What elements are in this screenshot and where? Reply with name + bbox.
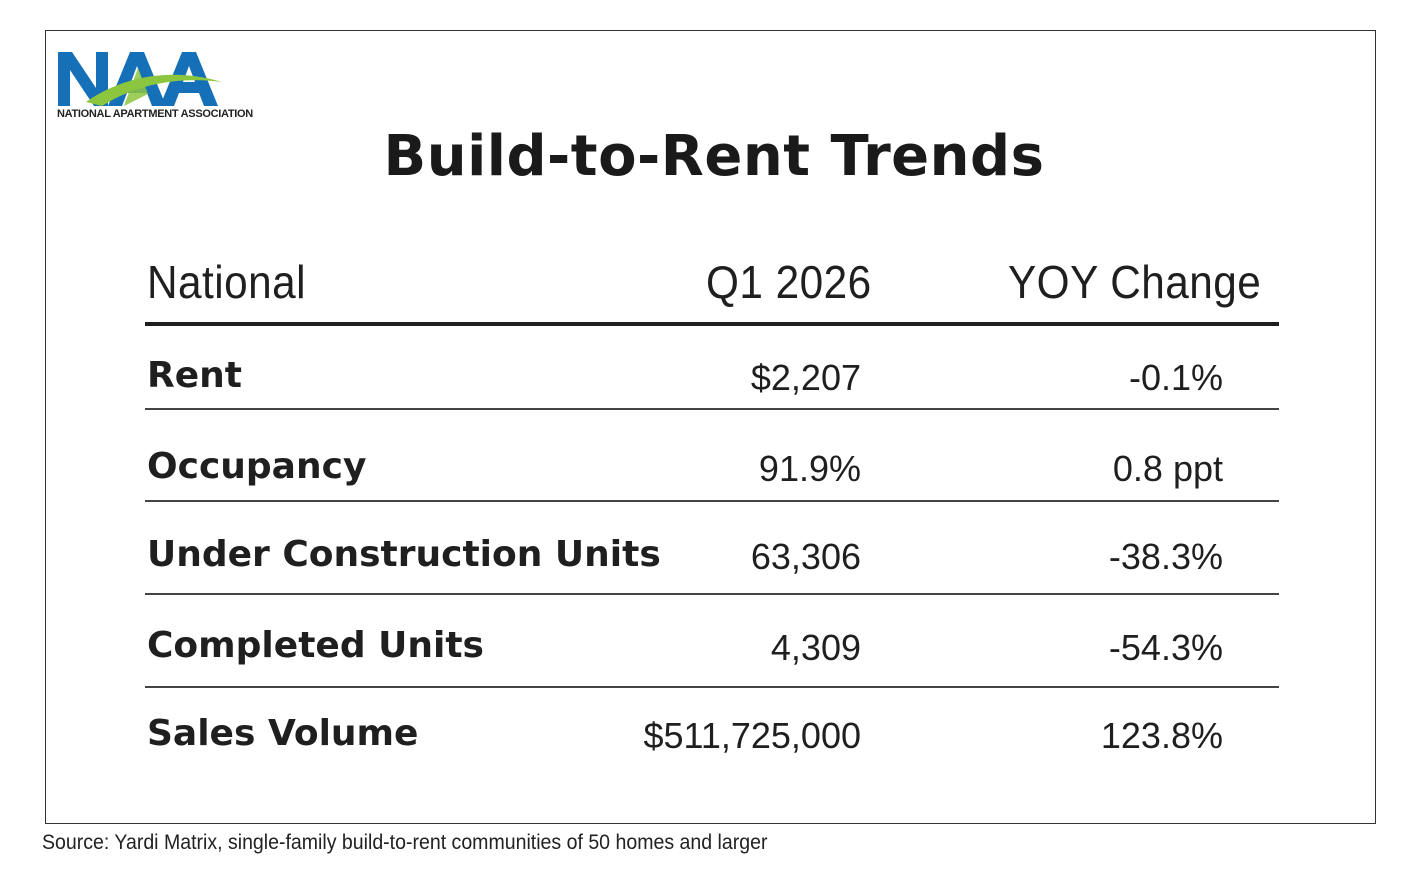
row-divider bbox=[145, 500, 1279, 502]
row-value-occupancy: 91.9% bbox=[758, 448, 861, 489]
row-yoy-occupancy: 0.8 ppt bbox=[1112, 448, 1223, 489]
header-rule bbox=[145, 322, 1279, 326]
row-yoy-completed-units: -54.3% bbox=[1108, 627, 1223, 668]
column-header-national: National bbox=[147, 256, 306, 308]
naa-logo bbox=[58, 52, 222, 106]
logo-swoosh bbox=[86, 74, 222, 106]
logo-caption: NATIONAL APARTMENT ASSOCIATION bbox=[57, 108, 253, 120]
row-value-sales-volume: $511,725,000 bbox=[643, 715, 861, 756]
table-frame bbox=[45, 30, 1376, 824]
row-yoy-sales-volume: 123.8% bbox=[1100, 715, 1223, 756]
row-value-under-construction: 63,306 bbox=[750, 536, 861, 577]
logo-letter-n bbox=[58, 52, 108, 106]
row-divider bbox=[145, 408, 1279, 410]
row-label-occupancy: Occupancy bbox=[147, 446, 367, 487]
row-yoy-rent: -0.1% bbox=[1128, 357, 1223, 398]
logo-letter-a2 bbox=[160, 52, 218, 106]
column-header-yoy-change: YOY Change bbox=[1008, 256, 1262, 308]
column-header-q1-2026: Q1 2026 bbox=[706, 256, 872, 308]
row-label-rent: Rent bbox=[147, 355, 242, 396]
row-label-under-construction: Under Construction Units bbox=[147, 534, 661, 575]
row-value-rent: $2,207 bbox=[750, 357, 861, 398]
row-divider bbox=[145, 593, 1279, 595]
row-divider bbox=[145, 686, 1279, 688]
row-label-completed-units: Completed Units bbox=[147, 625, 484, 666]
chart-title: Build-to-Rent Trends bbox=[383, 124, 1045, 189]
row-value-completed-units: 4,309 bbox=[770, 627, 861, 668]
row-label-sales-volume: Sales Volume bbox=[147, 713, 419, 754]
source-note: Source: Yardi Matrix, single-family buil… bbox=[42, 831, 768, 854]
row-yoy-under-construction: -38.3% bbox=[1108, 536, 1223, 577]
